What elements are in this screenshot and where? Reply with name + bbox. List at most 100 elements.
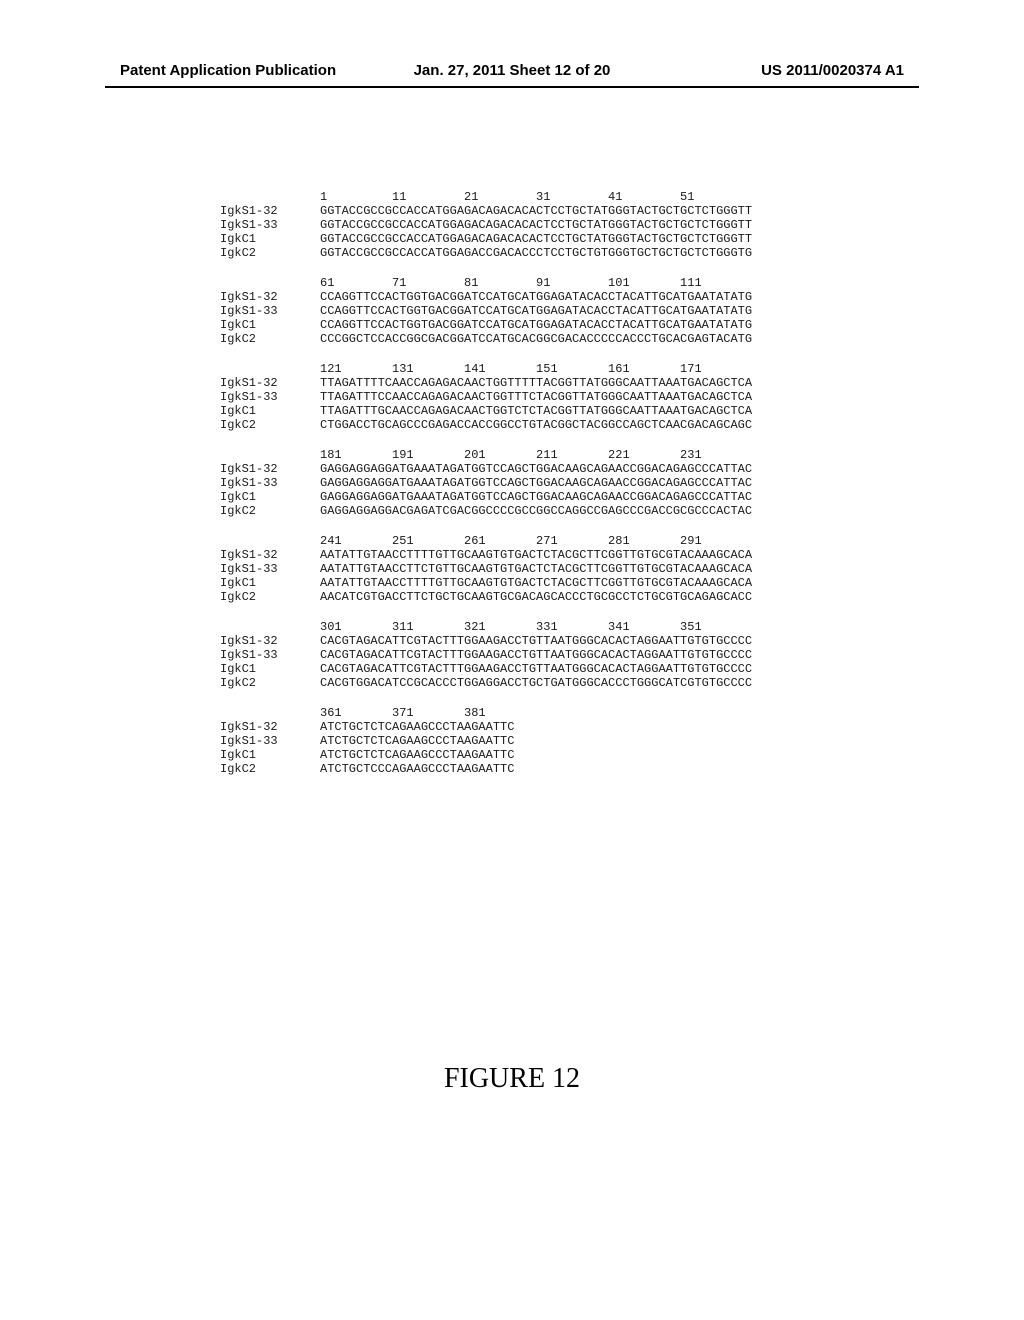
ruler: 301 311 321 331 341 351 — [320, 620, 752, 634]
sequence-row: IgkS1-32ATCTGCTCTCAGAAGCCCTAAGAATTC — [220, 720, 752, 734]
sequence: GAGGAGGAGGATGAAATAGATGGTCCAGCTGGACAAGCAG… — [320, 462, 752, 476]
sequence-row: IgkC2CCCGGCTCCACCGGCGACGGATCCATGCACGGCGA… — [220, 332, 752, 346]
sequence: AATATTGTAACCTTTTGTTGCAAGTGTGACTCTACGCTTC… — [320, 576, 752, 590]
ruler: 61 71 81 91 101 111 — [320, 276, 752, 290]
sequence-label: IgkS1-32 — [220, 204, 320, 218]
sequence-row: IgkC2GAGGAGGAGGACGAGATCGACGGCCCCGCCGGCCA… — [220, 504, 752, 518]
sequence: GAGGAGGAGGATGAAATAGATGGTCCAGCTGGACAAGCAG… — [320, 490, 752, 504]
sequence-label: IgkC1 — [220, 662, 320, 676]
sequence-label: IgkC1 — [220, 232, 320, 246]
sequence-row: IgkS1-33ATCTGCTCTCAGAAGCCCTAAGAATTC — [220, 734, 752, 748]
sequence-label: IgkC1 — [220, 748, 320, 762]
sequence-row: IgkS1-32GAGGAGGAGGATGAAATAGATGGTCCAGCTGG… — [220, 462, 752, 476]
figure-caption: FIGURE 12 — [0, 1063, 1024, 1095]
sequence-row: IgkS1-33CACGTAGACATTCGTACTTTGGAAGACCTGTT… — [220, 648, 752, 662]
sequence-row: IgkS1-33TTAGATTTCCAACCAGAGACAACTGGTTTCTA… — [220, 390, 752, 404]
ruler: 121 131 141 151 161 171 — [320, 362, 752, 376]
sequence: CCAGGTTCCACTGGTGACGGATCCATGCATGGAGATACAC… — [320, 290, 752, 304]
sequence-label: IgkS1-32 — [220, 462, 320, 476]
sequence: CCCGGCTCCACCGGCGACGGATCCATGCACGGCGACACCC… — [320, 332, 752, 346]
sequence-label: IgkS1-32 — [220, 548, 320, 562]
ruler: 1 11 21 31 41 51 — [320, 190, 752, 204]
header-rule — [105, 86, 919, 88]
sequence-label: IgkC2 — [220, 418, 320, 432]
ruler-label-spacer — [220, 448, 320, 462]
sequence-label: IgkC2 — [220, 762, 320, 776]
alignment-block: 241 251 261 271 281 291 IgkS1-32AATATTGT… — [220, 534, 752, 604]
sequence: CCAGGTTCCACTGGTGACGGATCCATGCATGGAGATACAC… — [320, 318, 752, 332]
sequence-label: IgkS1-32 — [220, 290, 320, 304]
header-center: Jan. 27, 2011 Sheet 12 of 20 — [414, 62, 611, 79]
sequence: ATCTGCTCTCAGAAGCCCTAAGAATTC — [320, 720, 514, 734]
sequence: AATATTGTAACCTTTTGTTGCAAGTGTGACTCTACGCTTC… — [320, 548, 752, 562]
sequence-row: IgkC1AATATTGTAACCTTTTGTTGCAAGTGTGACTCTAC… — [220, 576, 752, 590]
alignment-block: 1 11 21 31 41 51 IgkS1-32GGTACCGCCGCCACC… — [220, 190, 752, 260]
ruler-label-spacer — [220, 362, 320, 376]
ruler-row: 1 11 21 31 41 51 — [220, 190, 752, 204]
sequence: CACGTAGACATTCGTACTTTGGAAGACCTGTTAATGGGCA… — [320, 648, 752, 662]
sequence-label: IgkS1-32 — [220, 720, 320, 734]
ruler-label-spacer — [220, 706, 320, 720]
ruler-row: 181 191 201 211 221 231 — [220, 448, 752, 462]
sequence-row: IgkC1CCAGGTTCCACTGGTGACGGATCCATGCATGGAGA… — [220, 318, 752, 332]
sequence-row: IgkS1-32CACGTAGACATTCGTACTTTGGAAGACCTGTT… — [220, 634, 752, 648]
sequence: TTAGATTTTCAACCAGAGACAACTGGTTTTTACGGTTATG… — [320, 376, 752, 390]
sequence-label: IgkS1-33 — [220, 218, 320, 232]
ruler-row: 61 71 81 91 101 111 — [220, 276, 752, 290]
sequence-row: IgkC1TTAGATTTGCAACCAGAGACAACTGGTCTCTACGG… — [220, 404, 752, 418]
sequence-label: IgkC1 — [220, 404, 320, 418]
ruler-row: 241 251 261 271 281 291 — [220, 534, 752, 548]
sequence-row: IgkC1GAGGAGGAGGATGAAATAGATGGTCCAGCTGGACA… — [220, 490, 752, 504]
sequence-row: IgkC1GGTACCGCCGCCACCATGGAGACAGACACACTCCT… — [220, 232, 752, 246]
ruler-label-spacer — [220, 620, 320, 634]
sequence-label: IgkS1-32 — [220, 376, 320, 390]
sequence-label: IgkS1-33 — [220, 390, 320, 404]
header-right: US 2011/0020374 A1 — [761, 62, 904, 79]
sequence: ATCTGCTCCCAGAAGCCCTAAGAATTC — [320, 762, 514, 776]
sequence: GGTACCGCCGCCACCATGGAGACCGACACCCTCCTGCTGT… — [320, 246, 752, 260]
sequence-label: IgkS1-33 — [220, 304, 320, 318]
sequence: CACGTAGACATTCGTACTTTGGAAGACCTGTTAATGGGCA… — [320, 634, 752, 648]
sequence-alignment: 1 11 21 31 41 51 IgkS1-32GGTACCGCCGCCACC… — [220, 190, 752, 792]
sequence-row: IgkC1ATCTGCTCTCAGAAGCCCTAAGAATTC — [220, 748, 752, 762]
sequence-row: IgkC1CACGTAGACATTCGTACTTTGGAAGACCTGTTAAT… — [220, 662, 752, 676]
sequence-row: IgkC2CTGGACCTGCAGCCCGAGACCACCGGCCTGTACGG… — [220, 418, 752, 432]
sequence-row: IgkC2AACATCGTGACCTTCTGCTGCAAGTGCGACAGCAC… — [220, 590, 752, 604]
sequence: GAGGAGGAGGATGAAATAGATGGTCCAGCTGGACAAGCAG… — [320, 476, 752, 490]
sequence: CCAGGTTCCACTGGTGACGGATCCATGCATGGAGATACAC… — [320, 304, 752, 318]
sequence-label: IgkC1 — [220, 318, 320, 332]
sequence-row: IgkS1-33AATATTGTAACCTTCTGTTGCAAGTGTGACTC… — [220, 562, 752, 576]
alignment-block: 301 311 321 331 341 351 IgkS1-32CACGTAGA… — [220, 620, 752, 690]
sequence-row: IgkS1-32GGTACCGCCGCCACCATGGAGACAGACACACT… — [220, 204, 752, 218]
ruler: 181 191 201 211 221 231 — [320, 448, 752, 462]
alignment-block: 121 131 141 151 161 171 IgkS1-32TTAGATTT… — [220, 362, 752, 432]
sequence-label: IgkS1-32 — [220, 634, 320, 648]
sequence-row: IgkS1-32TTAGATTTTCAACCAGAGACAACTGGTTTTTA… — [220, 376, 752, 390]
sequence: TTAGATTTCCAACCAGAGACAACTGGTTTCTACGGTTATG… — [320, 390, 752, 404]
sequence-row: IgkS1-33GAGGAGGAGGATGAAATAGATGGTCCAGCTGG… — [220, 476, 752, 490]
ruler-row: 121 131 141 151 161 171 — [220, 362, 752, 376]
sequence-label: IgkS1-33 — [220, 648, 320, 662]
ruler-row: 361 371 381 — [220, 706, 752, 720]
sequence: ATCTGCTCTCAGAAGCCCTAAGAATTC — [320, 748, 514, 762]
ruler: 241 251 261 271 281 291 — [320, 534, 752, 548]
sequence: CTGGACCTGCAGCCCGAGACCACCGGCCTGTACGGCTACG… — [320, 418, 752, 432]
sequence-label: IgkC2 — [220, 504, 320, 518]
ruler-label-spacer — [220, 534, 320, 548]
ruler: 361 371 381 — [320, 706, 536, 720]
sequence: AACATCGTGACCTTCTGCTGCAAGTGCGACAGCACCCTGC… — [320, 590, 752, 604]
alignment-block: 61 71 81 91 101 111 IgkS1-32CCAGGTTCCACT… — [220, 276, 752, 346]
sequence: AATATTGTAACCTTCTGTTGCAAGTGTGACTCTACGCTTC… — [320, 562, 752, 576]
sequence-row: IgkS1-33GGTACCGCCGCCACCATGGAGACAGACACACT… — [220, 218, 752, 232]
ruler-label-spacer — [220, 190, 320, 204]
sequence-label: IgkC2 — [220, 676, 320, 690]
sequence-row: IgkS1-33CCAGGTTCCACTGGTGACGGATCCATGCATGG… — [220, 304, 752, 318]
sequence-row: IgkS1-32AATATTGTAACCTTTTGTTGCAAGTGTGACTC… — [220, 548, 752, 562]
sequence-label: IgkC2 — [220, 590, 320, 604]
sequence: GGTACCGCCGCCACCATGGAGACAGACACACTCCTGCTAT… — [320, 232, 752, 246]
sequence-label: IgkC1 — [220, 490, 320, 504]
sequence-label: IgkC1 — [220, 576, 320, 590]
sequence-row: IgkS1-32CCAGGTTCCACTGGTGACGGATCCATGCATGG… — [220, 290, 752, 304]
sequence: ATCTGCTCTCAGAAGCCCTAAGAATTC — [320, 734, 514, 748]
sequence-row: IgkC2ATCTGCTCCCAGAAGCCCTAAGAATTC — [220, 762, 752, 776]
